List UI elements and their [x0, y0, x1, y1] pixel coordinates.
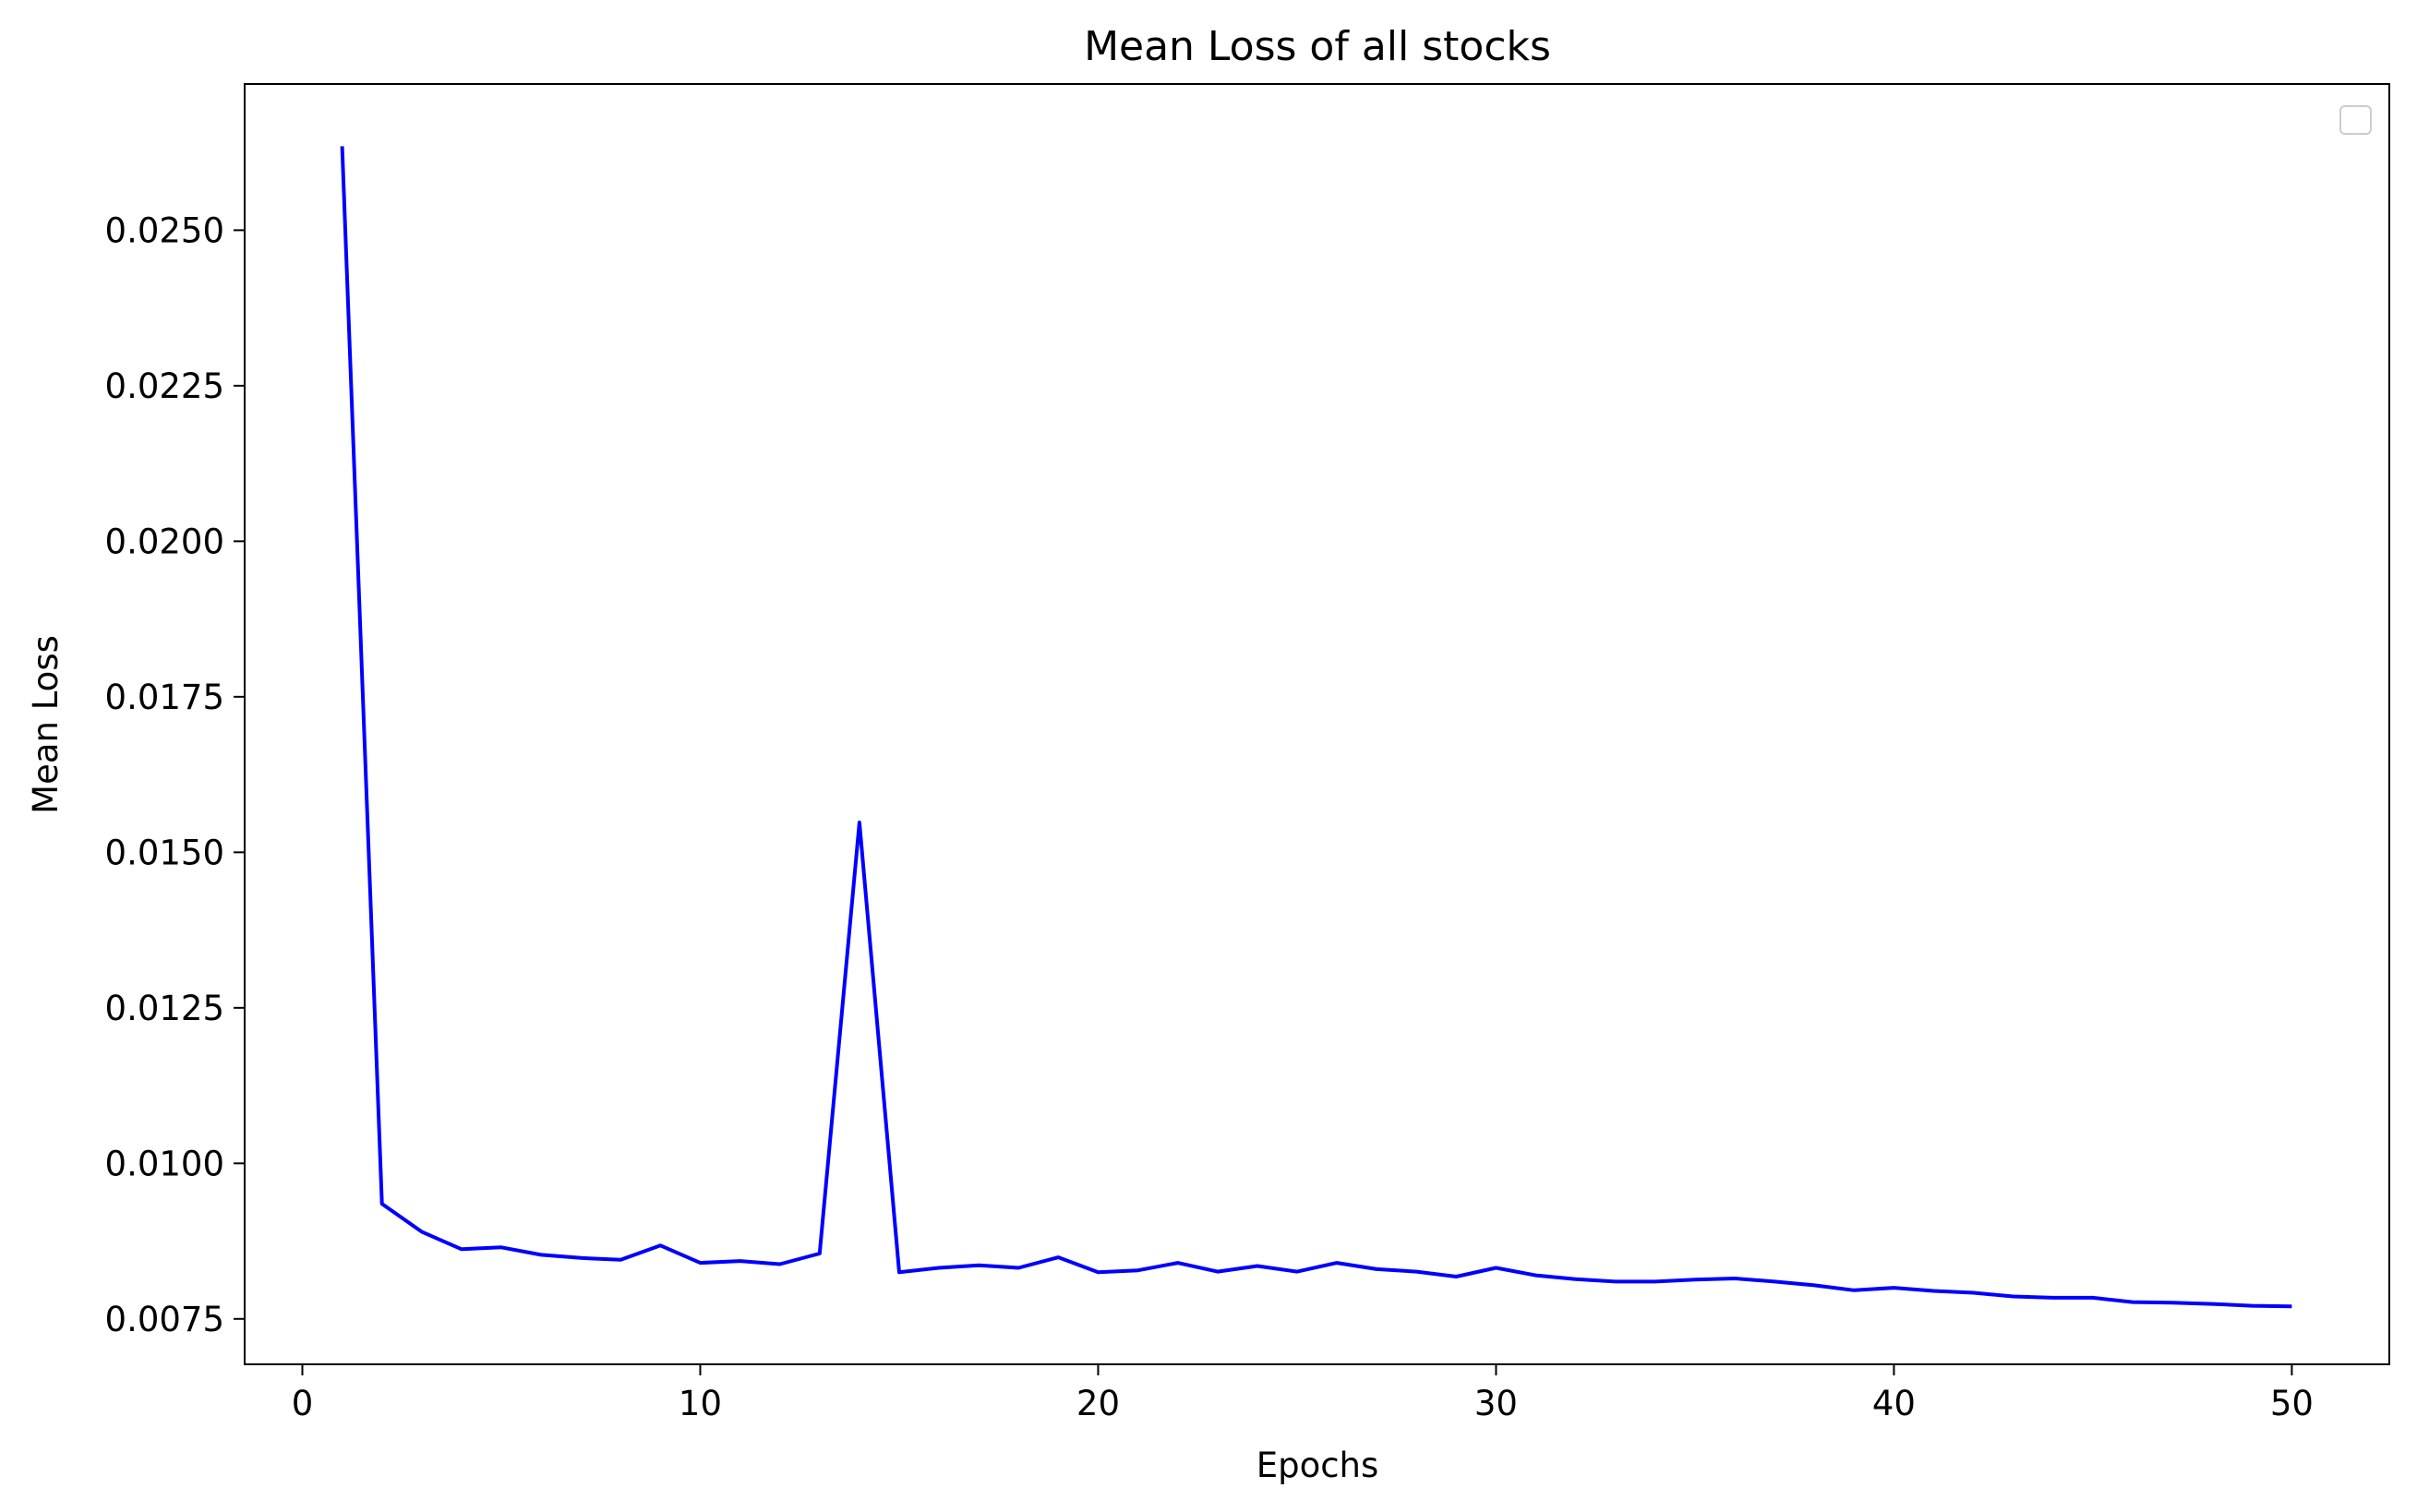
y-tick-label: 0.0125	[105, 989, 224, 1028]
y-tick-label: 0.0150	[105, 833, 224, 872]
x-tick-label: 50	[2270, 1384, 2314, 1423]
y-tick-label: 0.0225	[105, 366, 224, 406]
y-tick-label: 0.0200	[105, 522, 224, 561]
plot-area	[245, 84, 2389, 1364]
chart-title: Mean Loss of all stocks	[1084, 23, 1551, 70]
x-tick-label: 10	[679, 1384, 722, 1423]
y-tick-label: 0.0075	[105, 1300, 224, 1339]
x-axis-label: Epochs	[1257, 1446, 1379, 1485]
x-tick-label: 30	[1474, 1384, 1518, 1423]
x-tick-label: 20	[1076, 1384, 1120, 1423]
y-axis-label: Mean Loss	[26, 635, 66, 814]
series-line	[340, 146, 2292, 1309]
y-axis-ticks: 0.0075 0.0100 0.0125 0.0150 0.0175 0.0200 0.02…	[105, 210, 245, 1339]
plot-frame	[244, 83, 2390, 1365]
x-tick-label: 0	[292, 1384, 314, 1423]
x-tick-label: 40	[1872, 1384, 1916, 1423]
x-axis-ticks: 0 10 20 30 40 50	[292, 1364, 2314, 1423]
y-tick-label: 0.0250	[105, 210, 224, 250]
legend-box	[2339, 105, 2372, 135]
series-layer	[340, 146, 2292, 1309]
y-tick-label: 0.0175	[105, 678, 224, 717]
y-tick-label: 0.0100	[105, 1144, 224, 1183]
